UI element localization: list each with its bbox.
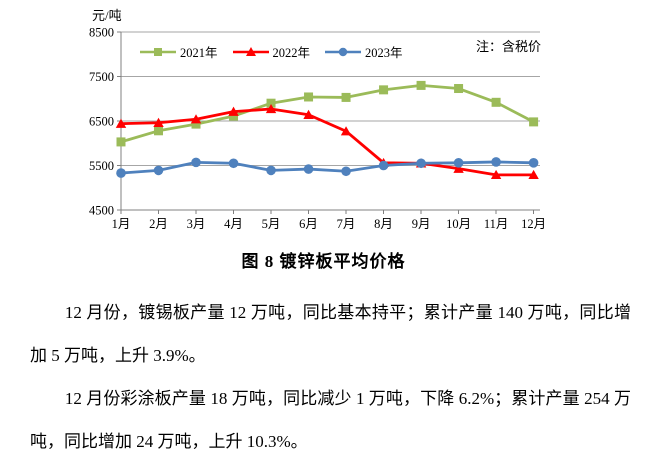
svg-text:6500: 6500 — [89, 115, 114, 129]
series-2021年 — [116, 80, 539, 147]
legend-swatch-circle-icon — [325, 47, 362, 56]
x-axis-labels: 1月 2月 3月 4月 5月 6月 7月 8月 9月 10月 11月 12月 — [112, 217, 546, 231]
body-text: 12 月份，镀锡板产量 12 万吨，同比基本持平；累计产量 140 万吨，同比增… — [30, 291, 631, 463]
figure-caption: 图 8 镀锌板平均价格 — [241, 252, 406, 271]
legend-item-2021: 2021年 — [139, 42, 218, 61]
legend-label: 2023年 — [365, 46, 403, 60]
y-axis-unit-label: 元/吨 — [92, 8, 122, 23]
svg-text:8月: 8月 — [374, 217, 393, 231]
paragraph: 12 月份彩涂板产量 18 万吨，同比减少 1 万吨，下降 6.2%；累计产量 … — [30, 389, 631, 451]
price-chart: 8500 7500 6500 5500 4500 1月 2月 3月 4月 5月 6月 7月 8月 9月 10… — [89, 8, 546, 232]
legend-item-2022: 2022年 — [232, 42, 311, 61]
legend-swatch-square-icon — [140, 47, 176, 56]
svg-text:12月: 12月 — [521, 217, 546, 231]
svg-text:11月: 11月 — [484, 217, 509, 231]
svg-text:7500: 7500 — [89, 70, 114, 84]
svg-text:2月: 2月 — [149, 217, 168, 231]
svg-text:4月: 4月 — [224, 217, 243, 231]
svg-text:9月: 9月 — [412, 217, 431, 231]
chart-note: 注：含税价 — [475, 39, 541, 54]
svg-text:5月: 5月 — [262, 217, 281, 231]
legend-label: 2022年 — [272, 46, 311, 60]
series-2022年 — [115, 103, 539, 180]
svg-text:4500: 4500 — [89, 204, 114, 218]
y-axis-ticks — [117, 31, 121, 211]
legend-swatch-triangle-icon — [232, 46, 269, 56]
legend-item-2023: 2023年 — [324, 42, 403, 61]
svg-text:8500: 8500 — [89, 26, 114, 40]
svg-text:7月: 7月 — [337, 217, 356, 231]
paragraph: 12 月份，镀锡板产量 12 万吨，同比基本持平；累计产量 140 万吨，同比增… — [30, 303, 631, 365]
y-axis-labels: 8500 7500 6500 5500 4500 — [89, 26, 114, 218]
svg-text:6月: 6月 — [299, 217, 318, 231]
svg-text:1月: 1月 — [112, 217, 131, 231]
chart-legend: 2021年 2022年 2023年 — [139, 42, 403, 61]
svg-text:3月: 3月 — [187, 217, 206, 231]
legend-label: 2021年 — [180, 46, 218, 60]
x-axis-ticks — [120, 210, 535, 214]
series-2023年 — [116, 157, 539, 178]
svg-text:5500: 5500 — [89, 159, 114, 173]
svg-text:10月: 10月 — [446, 217, 471, 231]
